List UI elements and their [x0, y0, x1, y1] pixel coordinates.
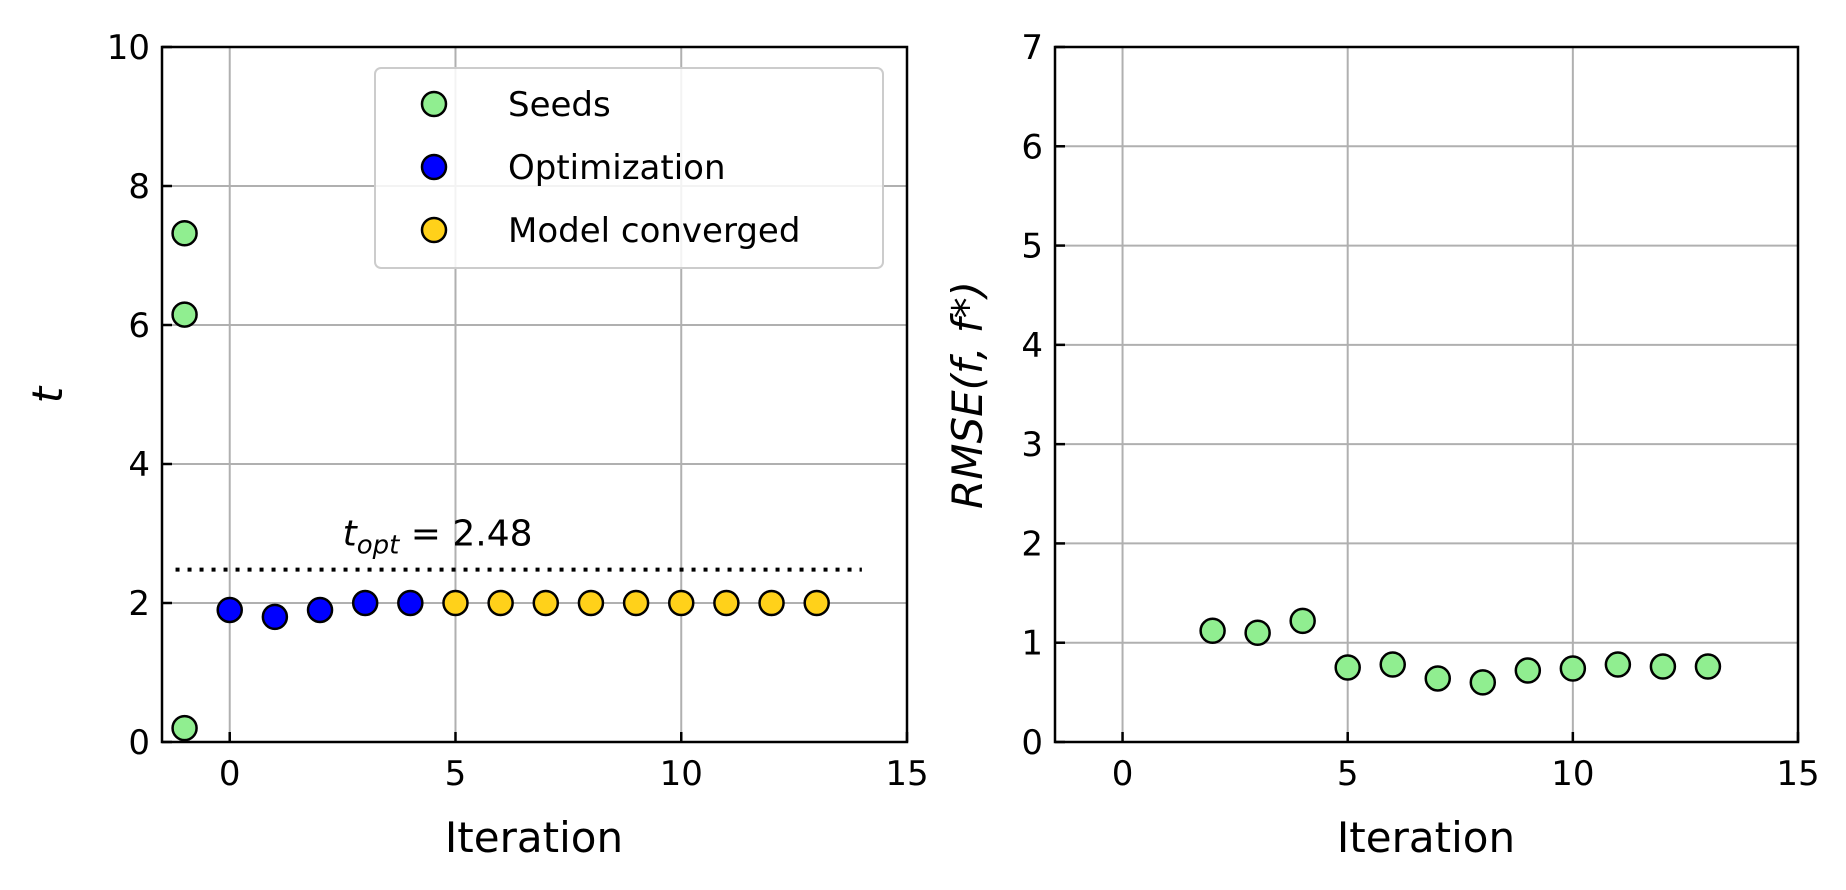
left-point-series-2 — [667, 589, 695, 617]
right-y-axis-label: RMSE(f, f*) — [943, 281, 992, 509]
legend-box — [374, 67, 884, 269]
right-point-series-0 — [1649, 653, 1677, 680]
legend-label: Seeds — [508, 85, 611, 125]
right-point-series-0 — [1469, 669, 1497, 696]
left-y-tick-label: 10 — [107, 28, 150, 68]
right-y-tick-label: 7 — [1021, 28, 1043, 68]
right-points — [1199, 607, 1722, 696]
left-point-series-2 — [803, 589, 830, 617]
right-point-series-0 — [1559, 655, 1587, 682]
right-point-series-0 — [1289, 607, 1316, 635]
left-point-series-1 — [261, 603, 289, 631]
topt-annotation-subscript: opt — [357, 531, 400, 561]
right-y-tick-label: 1 — [1021, 624, 1043, 664]
left-point-series-2 — [442, 589, 469, 617]
left-x-tick-label: 5 — [445, 754, 467, 794]
right-x-tick-label: 0 — [1112, 754, 1134, 794]
right-y-tick-label: 6 — [1021, 127, 1043, 167]
legend-items: Seeds Optimization Model converged — [420, 85, 800, 251]
right-point-series-0 — [1334, 654, 1361, 681]
left-point-series-2 — [577, 589, 605, 617]
left-y-axis-label: t — [23, 385, 72, 403]
left-point-series-2 — [532, 589, 560, 617]
right-y-tick-label: 0 — [1021, 723, 1043, 763]
topt-annotation-prefix: t — [343, 514, 359, 555]
left-y-tick-label: 4 — [128, 445, 150, 485]
right-point-series-0 — [1199, 617, 1226, 645]
topt-annotation: topt = 2.48 — [343, 514, 533, 561]
left-x-tick-label: 10 — [660, 754, 703, 794]
right-ticks: 0 5 10 15 0 1 2 3 4 5 6 7 — [1021, 28, 1819, 794]
right-axes-frame — [1053, 45, 1800, 744]
left-point-series-1 — [351, 589, 379, 617]
left-point-series-0 — [171, 714, 198, 742]
legend-label: Optimization — [508, 148, 726, 188]
right-point-series-0 — [1514, 657, 1542, 684]
left-points — [171, 220, 830, 742]
left-x-axis-label: Iteration — [445, 813, 623, 862]
left-axes-frame — [160, 45, 909, 744]
legend-label: Model converged — [508, 211, 800, 251]
right-y-axis-label-text: RMSE(f, f*) — [943, 281, 992, 509]
right-y-tick-label: 3 — [1021, 425, 1043, 465]
right-y-tick-label: 2 — [1021, 524, 1043, 564]
right-point-series-0 — [1694, 653, 1722, 680]
right-point-series-0 — [1424, 665, 1452, 692]
right-x-tick-label: 15 — [1776, 754, 1819, 794]
right-point-series-0 — [1604, 651, 1632, 678]
right-point-series-0 — [1244, 619, 1271, 647]
left-point-series-0 — [171, 220, 198, 247]
right-y-tick-label: 4 — [1021, 326, 1043, 366]
right-y-tick-label: 5 — [1021, 227, 1043, 267]
right-panel: 0 5 10 15 0 1 2 3 4 5 6 7 Iteration RMSE(f, f*) — [943, 28, 1820, 862]
right-grid — [1055, 46, 1799, 743]
left-point-series-1 — [216, 596, 243, 624]
right-x-tick-label: 10 — [1551, 754, 1594, 794]
left-point-series-2 — [622, 589, 650, 617]
left-y-tick-label: 6 — [128, 306, 150, 346]
topt-annotation-value: = 2.48 — [399, 514, 532, 555]
right-x-tick-label: 5 — [1337, 754, 1359, 794]
left-y-tick-label: 8 — [128, 167, 150, 207]
left-point-series-1 — [397, 589, 424, 617]
legend: Seeds Optimization Model converged — [374, 67, 884, 269]
left-point-series-0 — [171, 301, 198, 328]
right-point-series-0 — [1379, 651, 1406, 678]
left-point-series-2 — [487, 589, 514, 617]
left-point-series-2 — [713, 589, 740, 617]
left-x-tick-label: 15 — [885, 754, 928, 794]
legend-marker — [420, 216, 448, 244]
left-x-tick-label: 0 — [219, 754, 241, 794]
legend-marker — [420, 90, 448, 118]
left-ticks: 0 5 10 15 0 2 4 6 8 10 — [107, 28, 929, 794]
left-point-series-2 — [758, 589, 785, 617]
left-y-tick-label: 2 — [128, 584, 150, 624]
legend-marker — [420, 153, 448, 181]
left-point-series-1 — [306, 596, 334, 624]
right-x-axis-label: Iteration — [1337, 813, 1515, 862]
left-y-tick-label: 0 — [128, 723, 150, 763]
